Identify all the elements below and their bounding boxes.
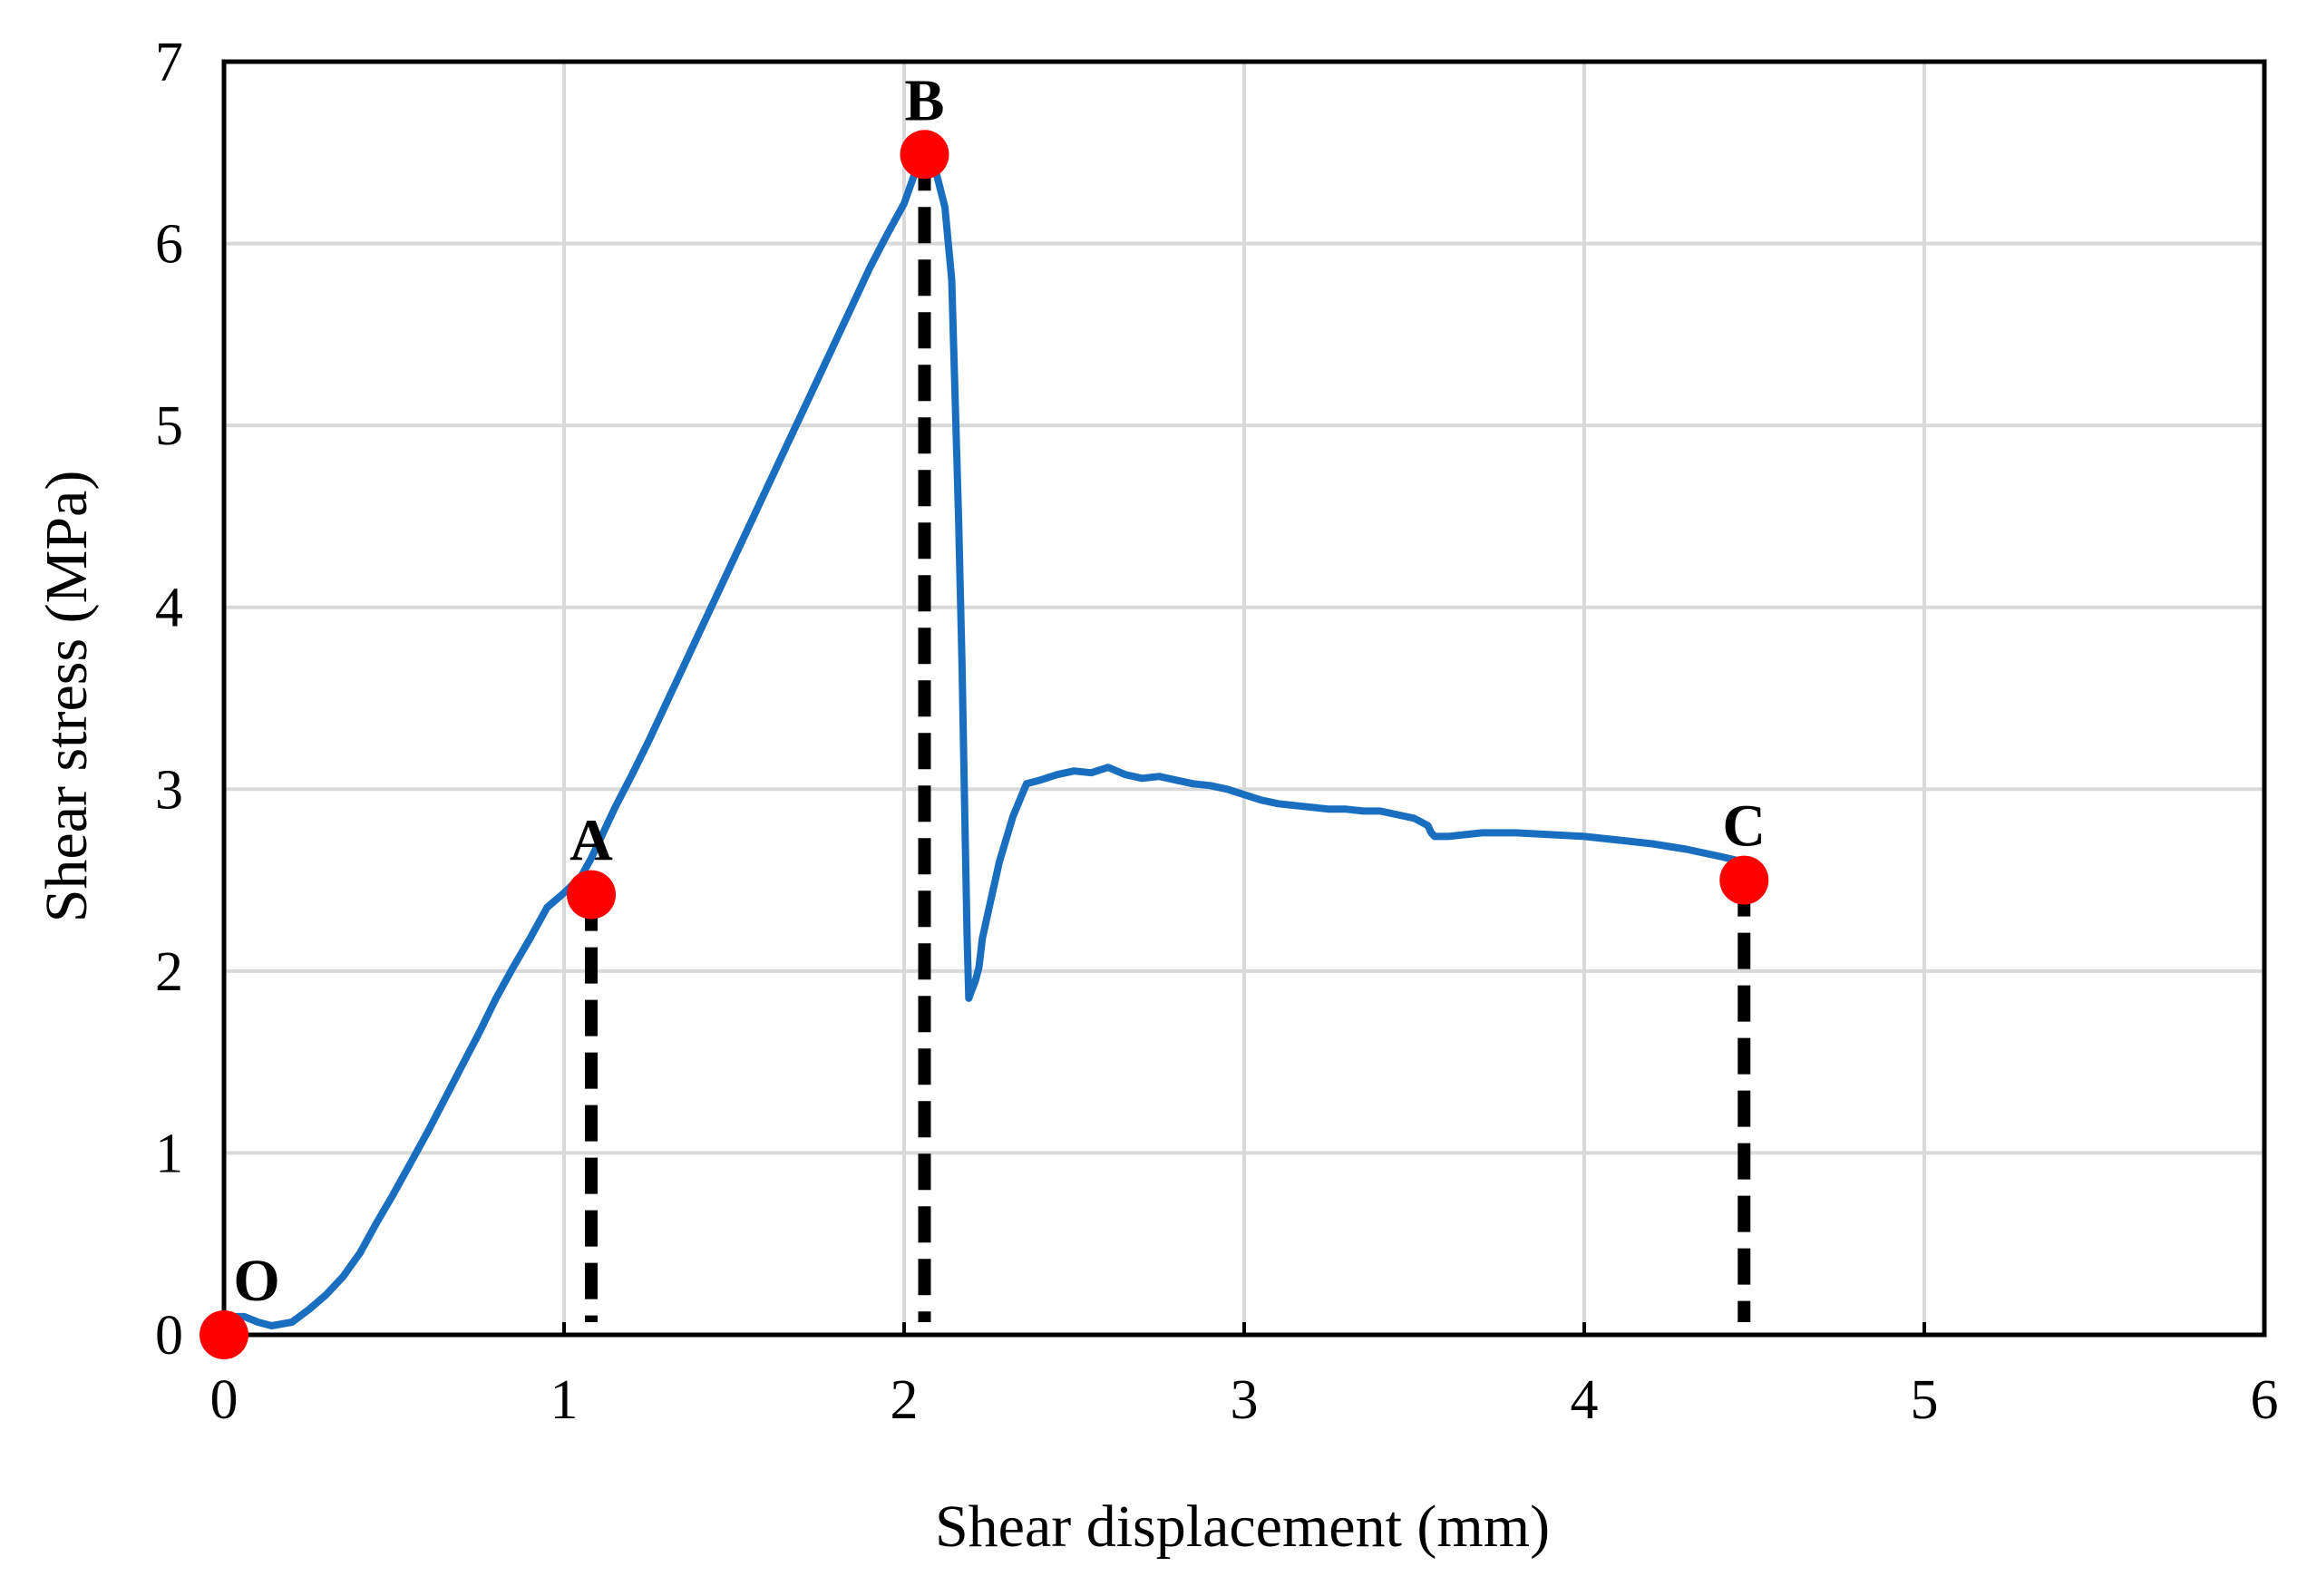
key-point-B — [900, 130, 949, 180]
key-point-label: O — [233, 1248, 279, 1314]
x-tick-label: 3 — [1231, 1369, 1259, 1431]
plot-border — [221, 59, 2267, 1338]
key-point-label: C — [1722, 793, 1766, 860]
key-point-label: B — [904, 67, 944, 133]
y-tick-label: 7 — [155, 32, 183, 93]
y-tick-label: 4 — [155, 578, 183, 639]
drop-lines — [585, 154, 1751, 1322]
y-axis-title: Shear stress (MPa) — [34, 471, 100, 923]
key-points: O A B C — [200, 67, 1769, 1359]
x-tick-label: 5 — [1911, 1369, 1939, 1431]
grid-lines — [224, 62, 2264, 1335]
data-series — [220, 151, 1748, 1338]
tick-labels: 0 1 2 3 4 5 6 0 1 2 3 4 5 6 7 — [155, 32, 2279, 1431]
key-point-label: A — [569, 808, 613, 874]
x-tick-label: 2 — [891, 1369, 919, 1431]
x-tick-label: 6 — [2251, 1369, 2279, 1431]
y-tick-label: 5 — [155, 395, 183, 457]
y-tick-label: 0 — [155, 1305, 183, 1367]
y-tick-label: 1 — [155, 1123, 183, 1184]
x-axis-title: Shear displacement (mm) — [935, 1494, 1550, 1560]
y-tick-label: 2 — [155, 941, 183, 1003]
series-line — [220, 151, 1748, 1338]
key-point-C — [1719, 855, 1769, 905]
x-tick-label: 1 — [550, 1369, 579, 1431]
key-point-A — [567, 870, 616, 920]
x-tick-label: 4 — [1571, 1369, 1599, 1431]
key-point-O — [200, 1310, 248, 1359]
y-tick-label: 6 — [155, 214, 183, 276]
y-tick-label: 3 — [155, 759, 183, 821]
x-tick-label: 0 — [210, 1369, 238, 1431]
